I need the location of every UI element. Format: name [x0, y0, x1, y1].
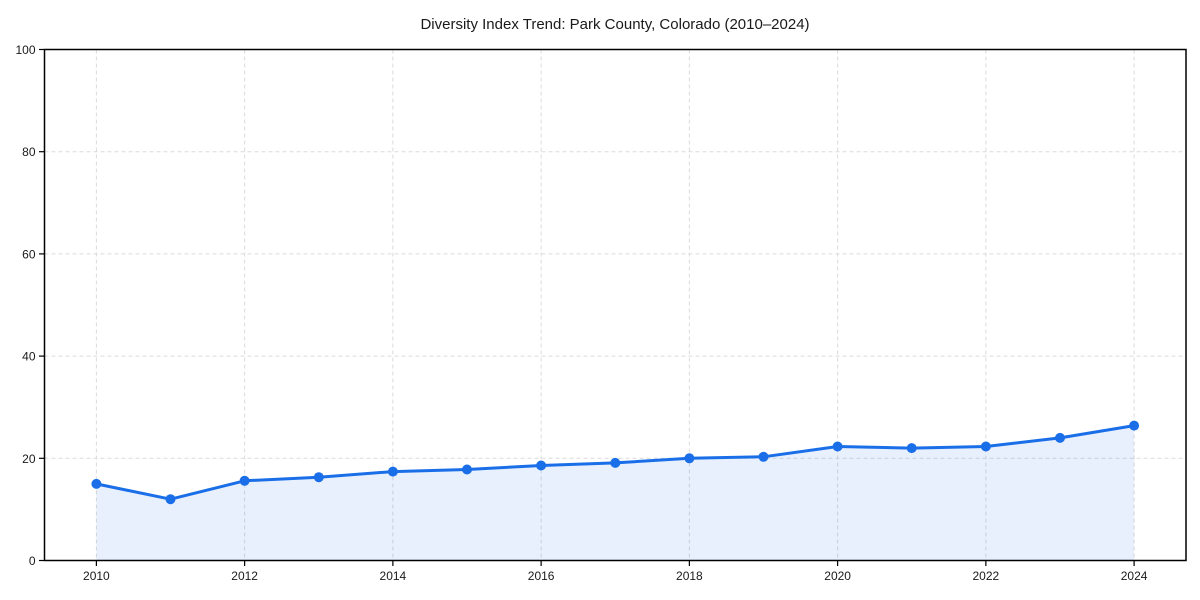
x-tick-label: 2012	[231, 569, 258, 583]
x-tick-label: 2016	[528, 569, 555, 583]
plot-border	[43, 48, 1187, 562]
data-point-2020	[832, 441, 843, 452]
y-tick-label: 0	[29, 554, 36, 568]
data-point-2021	[906, 443, 917, 454]
data-point-2015	[462, 464, 472, 475]
area-fill	[96, 425, 1135, 561]
data-point-2022	[980, 441, 991, 452]
y-tick-label: 60	[22, 247, 36, 261]
x-tick-label: 2022	[973, 569, 1000, 583]
y-tick-label: 20	[22, 452, 36, 466]
x-tick-label: 2024	[1121, 569, 1148, 583]
data-point-2019	[758, 451, 769, 462]
x-tick-label: 2020	[824, 569, 851, 583]
data-point-2018	[684, 453, 695, 464]
data-point-2023	[1055, 432, 1065, 443]
data-point-2011	[165, 494, 176, 505]
data-point-2016	[536, 460, 547, 471]
data-point-2012	[239, 475, 250, 486]
y-tick-label: 100	[15, 43, 35, 57]
y-tick-label: 40	[22, 350, 36, 364]
x-tick-label: 2010	[83, 569, 110, 583]
data-point-2024	[1129, 420, 1140, 431]
chart-title: Diversity Index Trend: Park County, Colo…	[420, 16, 809, 33]
data-point-2014	[387, 466, 398, 477]
y-tick-label: 80	[22, 145, 36, 159]
data-point-2013	[313, 472, 324, 483]
data-point-2010	[91, 478, 102, 489]
x-tick-label: 2014	[380, 569, 407, 583]
x-tick-label: 2018	[676, 569, 703, 583]
data-point-2017	[610, 457, 621, 468]
